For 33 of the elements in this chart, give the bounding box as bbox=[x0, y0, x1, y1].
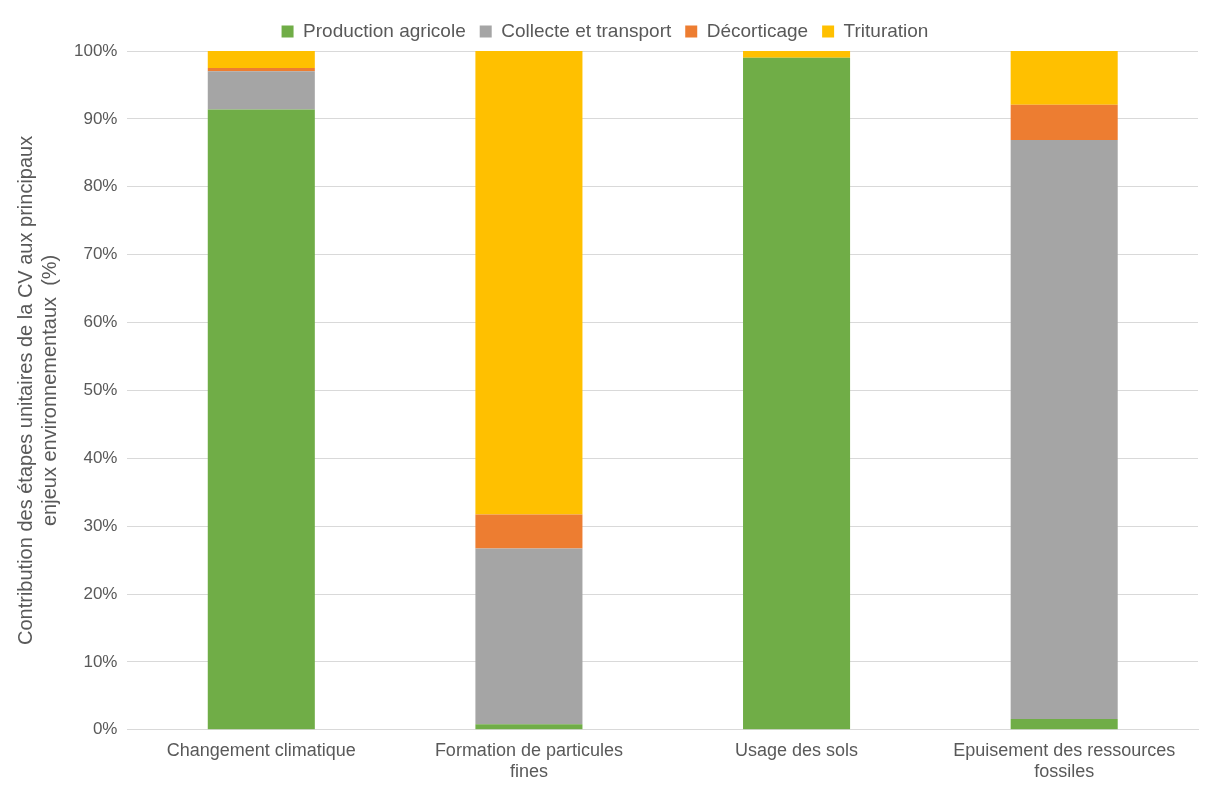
legend-label: Collecte et transport bbox=[501, 19, 672, 41]
legend-label: Trituration bbox=[843, 19, 929, 41]
legend-label: Décorticage bbox=[706, 19, 809, 41]
x-tick-label: Usage des sols bbox=[735, 739, 859, 760]
bar bbox=[475, 548, 583, 725]
bar bbox=[1010, 104, 1118, 140]
bar bbox=[1010, 139, 1118, 719]
y-tick-label: 10% bbox=[83, 651, 118, 671]
bar bbox=[475, 51, 583, 515]
y-tick-label: 50% bbox=[83, 380, 118, 400]
bar bbox=[207, 109, 315, 730]
y-tick-label: 30% bbox=[83, 515, 118, 535]
bar bbox=[743, 57, 851, 730]
bar bbox=[475, 724, 583, 730]
bar bbox=[1010, 718, 1118, 730]
x-tick-label: Epuisement des ressources fossiles bbox=[953, 739, 1176, 782]
bar bbox=[1010, 51, 1118, 105]
y-tick-label: 0% bbox=[92, 719, 118, 739]
bar bbox=[743, 51, 851, 58]
y-tick-label: 100% bbox=[74, 40, 118, 60]
bar bbox=[475, 514, 583, 549]
bar bbox=[207, 51, 315, 68]
x-tick-label: Changement climatique bbox=[166, 739, 356, 760]
y-tick-label: 80% bbox=[83, 176, 118, 196]
y-tick-label: 20% bbox=[83, 583, 118, 603]
y-tick-label: 40% bbox=[83, 447, 118, 467]
legend-label: Production agricole bbox=[303, 19, 466, 41]
y-axis-title: Contribution des étapes unitaires de la CV aux principaux enjeux environnementaux (%) bbox=[13, 135, 60, 645]
x-tick-label: Formation de particules fines bbox=[434, 739, 623, 782]
y-tick-label: 70% bbox=[83, 244, 118, 264]
bar bbox=[207, 71, 315, 110]
y-tick-label: 60% bbox=[83, 312, 118, 332]
y-tick-label: 90% bbox=[83, 108, 118, 128]
